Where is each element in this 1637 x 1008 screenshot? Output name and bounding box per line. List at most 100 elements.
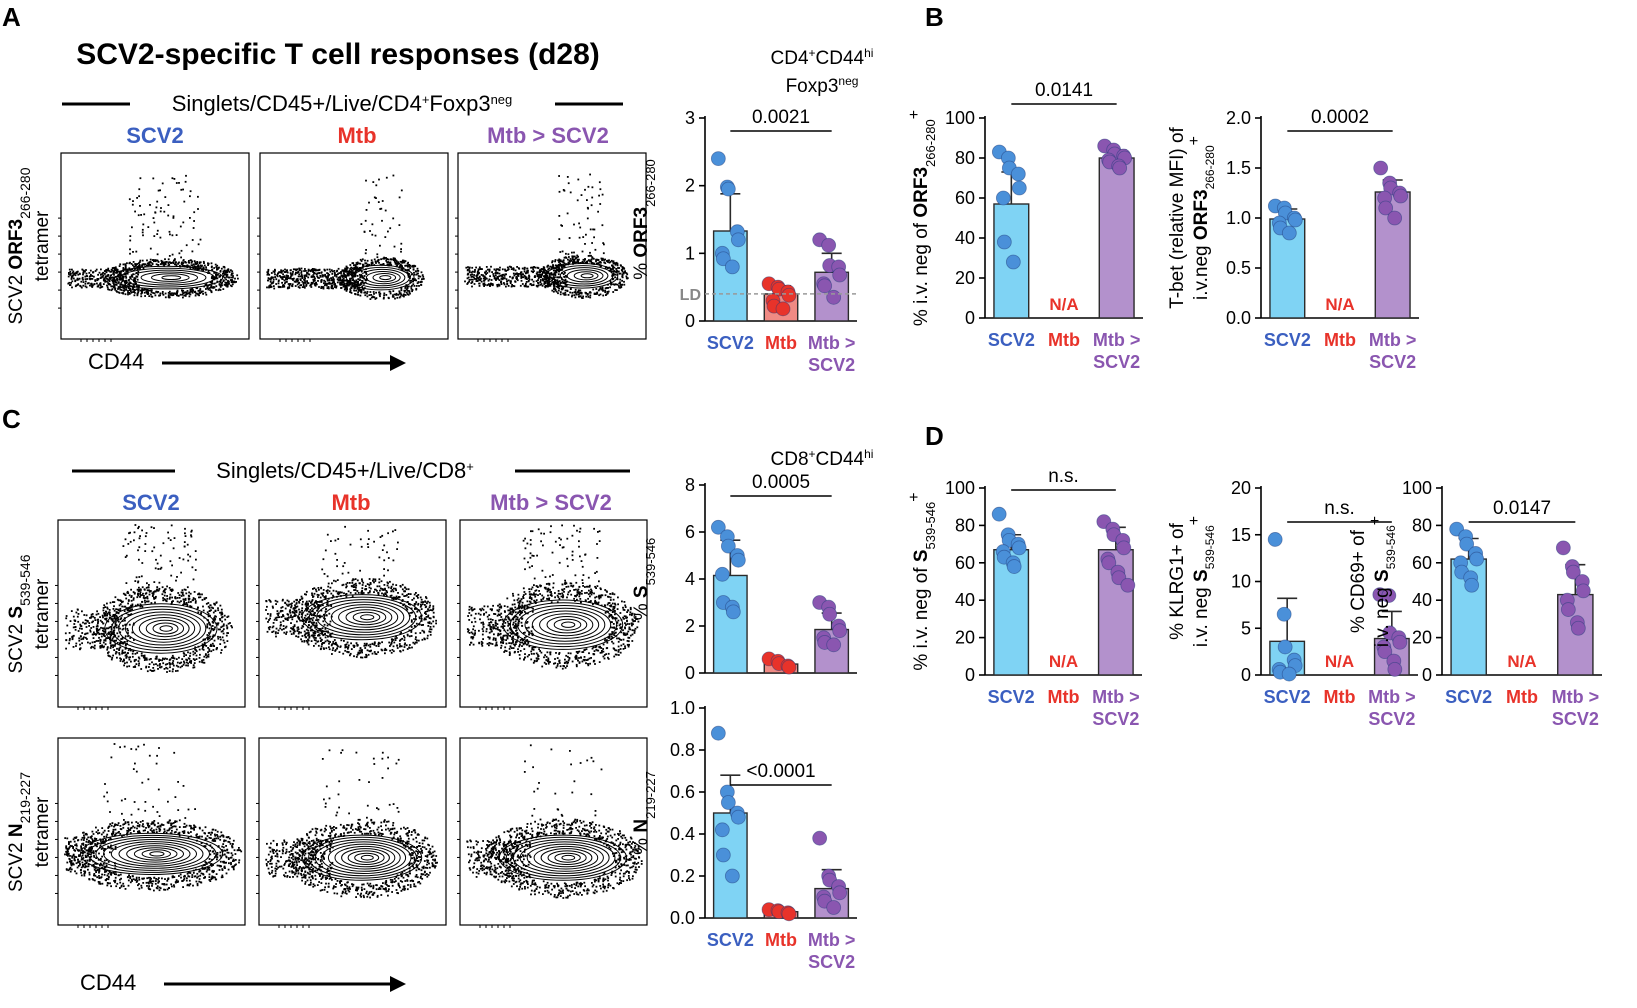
category-label: Mtb	[1324, 687, 1356, 707]
y-tick-label: 0.4	[670, 824, 695, 844]
y-tick-label: 0.6	[670, 782, 695, 802]
data-point	[724, 259, 740, 275]
p-value: 0.0141	[1035, 80, 1093, 101]
y-tick-label: 0	[685, 663, 695, 683]
data-point	[720, 795, 736, 810]
p-value: <0.0001	[746, 761, 815, 782]
y-axis-label-line1: T-bet (relative MFI) of	[1167, 126, 1188, 308]
y-tick-label: 20	[955, 628, 975, 648]
flow-ylabel-a-line1: SCV2 ORF3266-280	[6, 167, 33, 324]
data-point	[1005, 254, 1021, 270]
data-point	[826, 637, 842, 653]
flow-c2-contours	[256, 525, 437, 710]
y-tick-label: 100	[945, 478, 975, 498]
data-point	[1006, 559, 1022, 574]
y-tick-label: 6	[685, 522, 695, 542]
data-point	[1392, 634, 1408, 650]
p-value: n.s.	[1324, 498, 1355, 519]
missing-label: N/A	[1507, 652, 1536, 671]
flow-plot-c3	[459, 519, 648, 708]
category-label: Mtb	[1506, 687, 1538, 707]
data-point	[995, 190, 1011, 206]
data-point	[781, 287, 797, 303]
p-value: 0.0021	[752, 107, 810, 128]
a-bar-title-line1: CD4+CD44hi	[771, 46, 874, 69]
flow-a3-contours	[455, 173, 629, 342]
flow-plot-c4	[57, 737, 246, 926]
flow-c3-contours	[457, 524, 640, 710]
data-point	[1387, 210, 1403, 226]
data-point	[710, 725, 726, 741]
data-point	[822, 606, 838, 622]
category-label-line2: SCV2	[1369, 352, 1416, 372]
flow-c4-contours	[55, 743, 243, 928]
y-tick-label: 60	[955, 188, 975, 208]
data-point	[1276, 606, 1292, 622]
group-label-mtb-c: Mtb	[331, 490, 370, 515]
flow-ylabel-a-line2: tetramer	[32, 210, 53, 281]
data-point	[1011, 540, 1027, 556]
data-point	[730, 552, 746, 568]
y-axis-label: % N219-227	[631, 771, 658, 855]
p-value: 0.0147	[1493, 498, 1551, 519]
data-point	[1281, 666, 1297, 682]
data-point	[781, 906, 797, 922]
p-value: n.s.	[1048, 466, 1079, 487]
y-tick-label: 80	[1412, 515, 1432, 535]
y-axis-label: % ORF3266-280	[631, 159, 658, 280]
flow-plot-c5	[258, 737, 447, 926]
y-axis-label: % i.v. neg of S539-546+	[906, 492, 938, 670]
flow-c6-contours	[457, 744, 643, 928]
category-label: Mtb >	[1369, 330, 1417, 350]
category-label: SCV2	[707, 333, 754, 353]
y-tick-label: 2	[685, 616, 695, 636]
y-axis-label-line2: i.v. neg S539-546+	[1367, 516, 1399, 647]
gate-label-c: Singlets/CD45+/Live/CD8+	[216, 458, 474, 483]
cd44-arrowhead-a	[390, 355, 406, 371]
data-point	[1459, 536, 1475, 552]
data-point	[1555, 540, 1571, 556]
flow-plot-a3	[457, 152, 647, 340]
data-point	[832, 885, 848, 901]
data-point	[991, 506, 1007, 522]
flow-ylabel-c2-line2: tetramer	[32, 796, 53, 867]
data-point	[812, 830, 828, 846]
data-point	[1010, 166, 1026, 182]
data-point	[710, 519, 726, 535]
category-label: SCV2	[1264, 330, 1311, 350]
missing-label: N/A	[1049, 652, 1078, 671]
bar-chart-c1: 0 2 4 6 8 0.0005 % S539-546	[631, 472, 857, 683]
category-label: Mtb >	[808, 333, 856, 353]
data-point	[1287, 212, 1303, 228]
missing-label: N/A	[1325, 295, 1354, 314]
data-point	[1277, 639, 1293, 655]
category-label: SCV2	[1264, 687, 1311, 707]
data-point	[1377, 644, 1393, 660]
data-point	[1464, 577, 1480, 593]
y-tick-label: 20	[1231, 478, 1251, 498]
category-label: Mtb >	[808, 930, 856, 950]
y-tick-label: 100	[1402, 478, 1432, 498]
group-label-mtb-a: Mtb	[337, 123, 376, 148]
flow-plot-c6	[459, 737, 648, 926]
a-bar-title-line2: Foxp3neg	[786, 74, 859, 97]
y-tick-label: 10	[1231, 572, 1251, 592]
data-point	[1393, 188, 1409, 204]
data-point	[832, 267, 848, 283]
data-point	[715, 847, 731, 863]
y-tick-label: 0.5	[1226, 258, 1251, 278]
limit-label: LD	[680, 287, 701, 304]
data-point	[821, 237, 837, 253]
flow-plot-a1	[60, 152, 250, 340]
data-point	[710, 151, 726, 167]
y-tick-label: 2.0	[1226, 108, 1251, 128]
y-tick-label: 4	[685, 569, 695, 589]
y-tick-label: 40	[955, 590, 975, 610]
panel-a-label: A	[2, 2, 21, 32]
p-value: 0.0002	[1311, 107, 1369, 128]
category-label: Mtb	[765, 930, 797, 950]
category-label: SCV2	[707, 930, 754, 950]
flow-xlabel-a: CD44	[88, 349, 144, 374]
